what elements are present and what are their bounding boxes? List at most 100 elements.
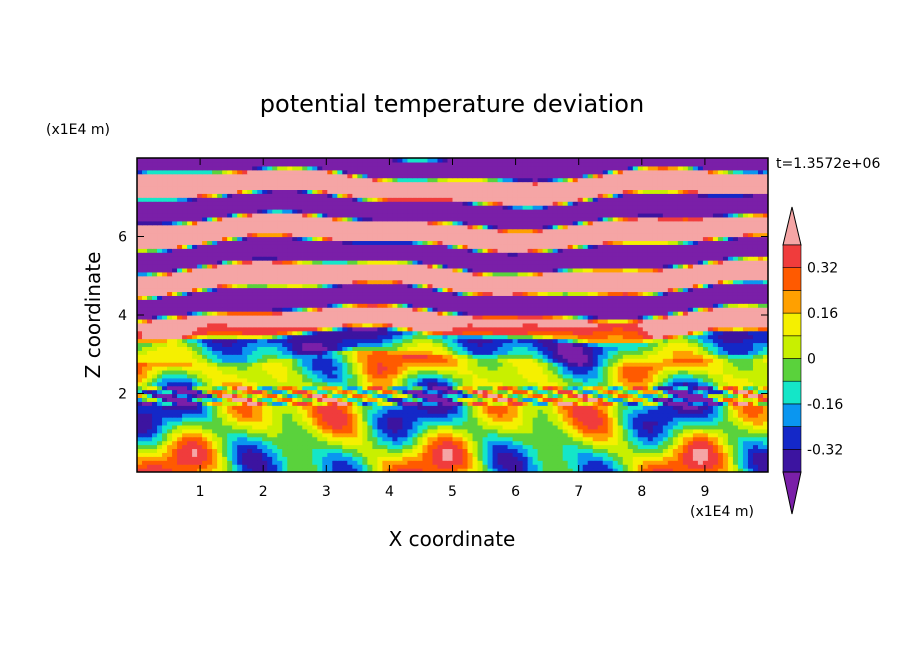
contour-cell <box>367 385 373 391</box>
contour-cell <box>327 440 333 446</box>
contour-cell <box>512 405 519 410</box>
contour-cell <box>587 385 594 391</box>
contour-cell <box>762 338 768 344</box>
contour-cell <box>237 381 243 387</box>
contour-cell <box>472 350 479 355</box>
contour-cell <box>352 428 358 434</box>
contour-cell <box>157 468 163 472</box>
contour-cell <box>487 456 494 461</box>
contour-cell <box>567 354 574 359</box>
contour-cell <box>267 413 273 418</box>
contour-cell <box>737 373 744 379</box>
contour-cell <box>402 401 409 406</box>
contour-cell <box>192 456 198 461</box>
contour-cell <box>697 452 704 457</box>
contour-cell <box>282 417 288 422</box>
contour-cell <box>377 424 383 430</box>
contour-cell <box>222 436 228 442</box>
contour-cell <box>317 338 323 344</box>
contour-cell <box>577 318 584 324</box>
contour-cell <box>342 417 348 422</box>
contour-cell <box>562 413 569 418</box>
contour-cell <box>697 460 704 465</box>
contour-cell <box>627 369 634 375</box>
contour-cell <box>647 420 654 426</box>
contour-cell <box>347 436 353 442</box>
contour-cell <box>682 362 689 367</box>
contour-cell <box>647 326 654 332</box>
contour-cell <box>642 362 649 367</box>
contour-cell <box>157 444 163 450</box>
contour-cell <box>332 315 338 320</box>
contour-cell <box>527 468 534 472</box>
contour-cell <box>162 381 168 387</box>
contour-cell <box>722 432 729 438</box>
contour-cell <box>432 354 439 359</box>
contour-cell <box>472 389 479 395</box>
contour-cell <box>442 456 449 461</box>
contour-cell <box>312 350 318 355</box>
contour-cell <box>392 342 399 347</box>
contour-cell <box>512 326 519 332</box>
contour-cell <box>152 362 158 367</box>
contour-cell <box>582 389 589 395</box>
contour-cell <box>442 417 449 422</box>
contour-cell <box>602 436 609 442</box>
contour-cell <box>642 373 649 379</box>
contour-cell <box>187 326 193 332</box>
contour-cell <box>387 432 394 438</box>
contour-cell <box>347 409 353 414</box>
contour-cell <box>172 393 178 399</box>
contour-cell <box>517 448 524 453</box>
contour-cell <box>222 322 228 328</box>
contour-cell <box>542 444 549 450</box>
contour-cell <box>642 452 649 457</box>
contour-cell <box>257 405 263 410</box>
contour-cell <box>212 397 218 402</box>
contour-cell <box>462 428 469 434</box>
contour-cell <box>677 428 684 434</box>
contour-cell <box>402 322 409 328</box>
contour-cell <box>597 428 604 434</box>
contour-cell <box>382 452 388 457</box>
contour-cell <box>702 448 709 453</box>
contour-cell <box>587 334 594 340</box>
contour-cell <box>277 464 283 469</box>
contour-cell <box>757 318 764 324</box>
contour-cell <box>157 420 163 426</box>
contour-cell <box>157 350 163 355</box>
contour-cell <box>347 397 353 402</box>
contour-cell <box>532 393 539 399</box>
contour-cell <box>172 436 178 442</box>
contour-cell <box>487 326 494 332</box>
contour-cell <box>757 358 764 363</box>
contour-cell <box>177 424 183 430</box>
contour-cell <box>212 315 218 320</box>
contour-cell <box>582 464 589 469</box>
contour-cell <box>587 464 594 469</box>
contour-cell <box>177 358 183 363</box>
contour-cell <box>452 440 459 446</box>
contour-cell <box>302 456 308 461</box>
contour-cell <box>572 377 579 383</box>
contour-cell <box>737 330 744 336</box>
contour-cell <box>527 385 534 391</box>
contour-cell <box>272 413 278 418</box>
contour-cell <box>342 401 348 406</box>
contour-cell <box>472 369 479 375</box>
contour-cell <box>737 448 744 453</box>
contour-cell <box>257 444 263 450</box>
contour-cell <box>182 420 188 426</box>
contour-cell <box>352 401 358 406</box>
contour-cell <box>662 401 669 406</box>
contour-cell <box>362 330 368 336</box>
contour-cell <box>252 373 258 379</box>
contour-cell <box>192 354 198 359</box>
contour-cell <box>752 409 759 414</box>
contour-cell <box>432 315 439 320</box>
contour-cell <box>442 409 449 414</box>
contour-cell <box>592 436 599 442</box>
contour-cell <box>277 428 283 434</box>
contour-cell <box>732 436 739 442</box>
contour-cell <box>522 377 529 383</box>
